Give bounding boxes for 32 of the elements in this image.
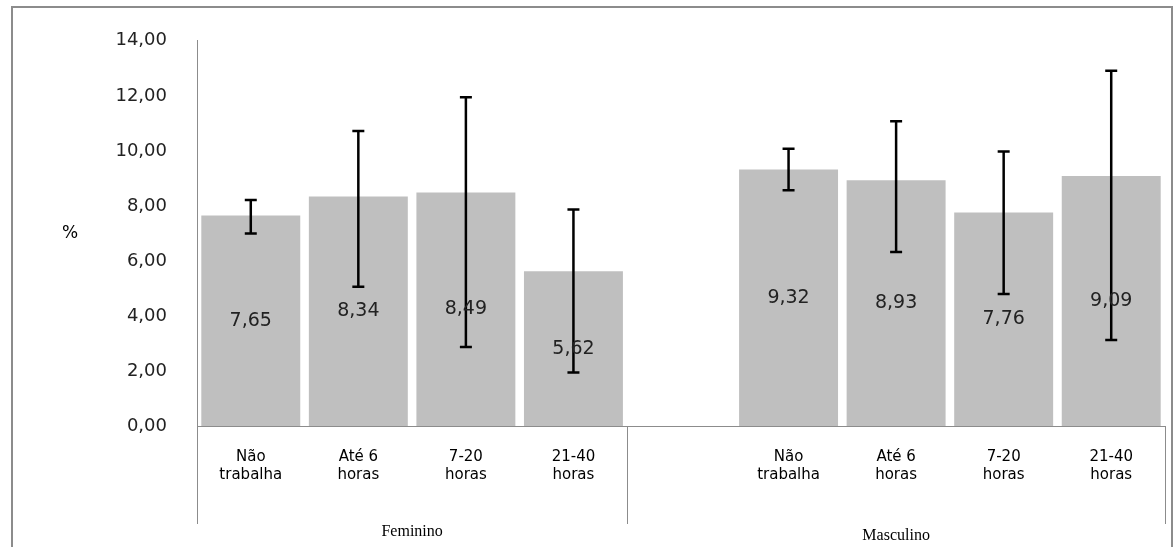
- bar: [846, 180, 946, 426]
- y-tick-label: 10,00: [115, 138, 167, 160]
- y-tick-label: 14,00: [115, 28, 167, 50]
- y-tick-label: 12,00: [115, 83, 167, 105]
- x-tick-label: 7-20 horas: [982, 446, 1025, 483]
- bar: [416, 192, 516, 426]
- x-tick-label: Até 6 horas: [875, 446, 918, 483]
- bar: [954, 212, 1054, 426]
- x-tick-label: 21-40 horas: [1089, 446, 1134, 483]
- y-tick-label: 0,00: [126, 413, 167, 435]
- y-axis-title: %: [61, 221, 79, 242]
- bar: [523, 271, 623, 426]
- text: Feminino: [381, 522, 443, 539]
- x-tick-label: Não trabalha: [219, 446, 283, 483]
- y-tick-label: 6,00: [126, 248, 167, 270]
- bar: [201, 215, 301, 426]
- bar: [739, 169, 839, 426]
- data-label: 8,34: [337, 298, 380, 321]
- y-tick-label: 2,00: [126, 358, 167, 380]
- y-tick-label: 4,00: [126, 303, 167, 325]
- data-label: 8,93: [874, 290, 918, 313]
- bar: [308, 196, 408, 426]
- bar: [1061, 175, 1161, 426]
- x-tick-label: Até 6 horas: [337, 446, 380, 483]
- x-tick-label: 7-20 horas: [444, 446, 487, 483]
- y-tick-label: 8,00: [126, 193, 167, 215]
- text: Masculino: [862, 526, 930, 543]
- data-label: 9,32: [767, 284, 810, 307]
- x-tick-label: 21-40 horas: [551, 446, 596, 483]
- data-label: 7,76: [982, 306, 1025, 329]
- x-tick-label: Não trabalha: [757, 446, 820, 483]
- data-label: 7,65: [229, 307, 272, 330]
